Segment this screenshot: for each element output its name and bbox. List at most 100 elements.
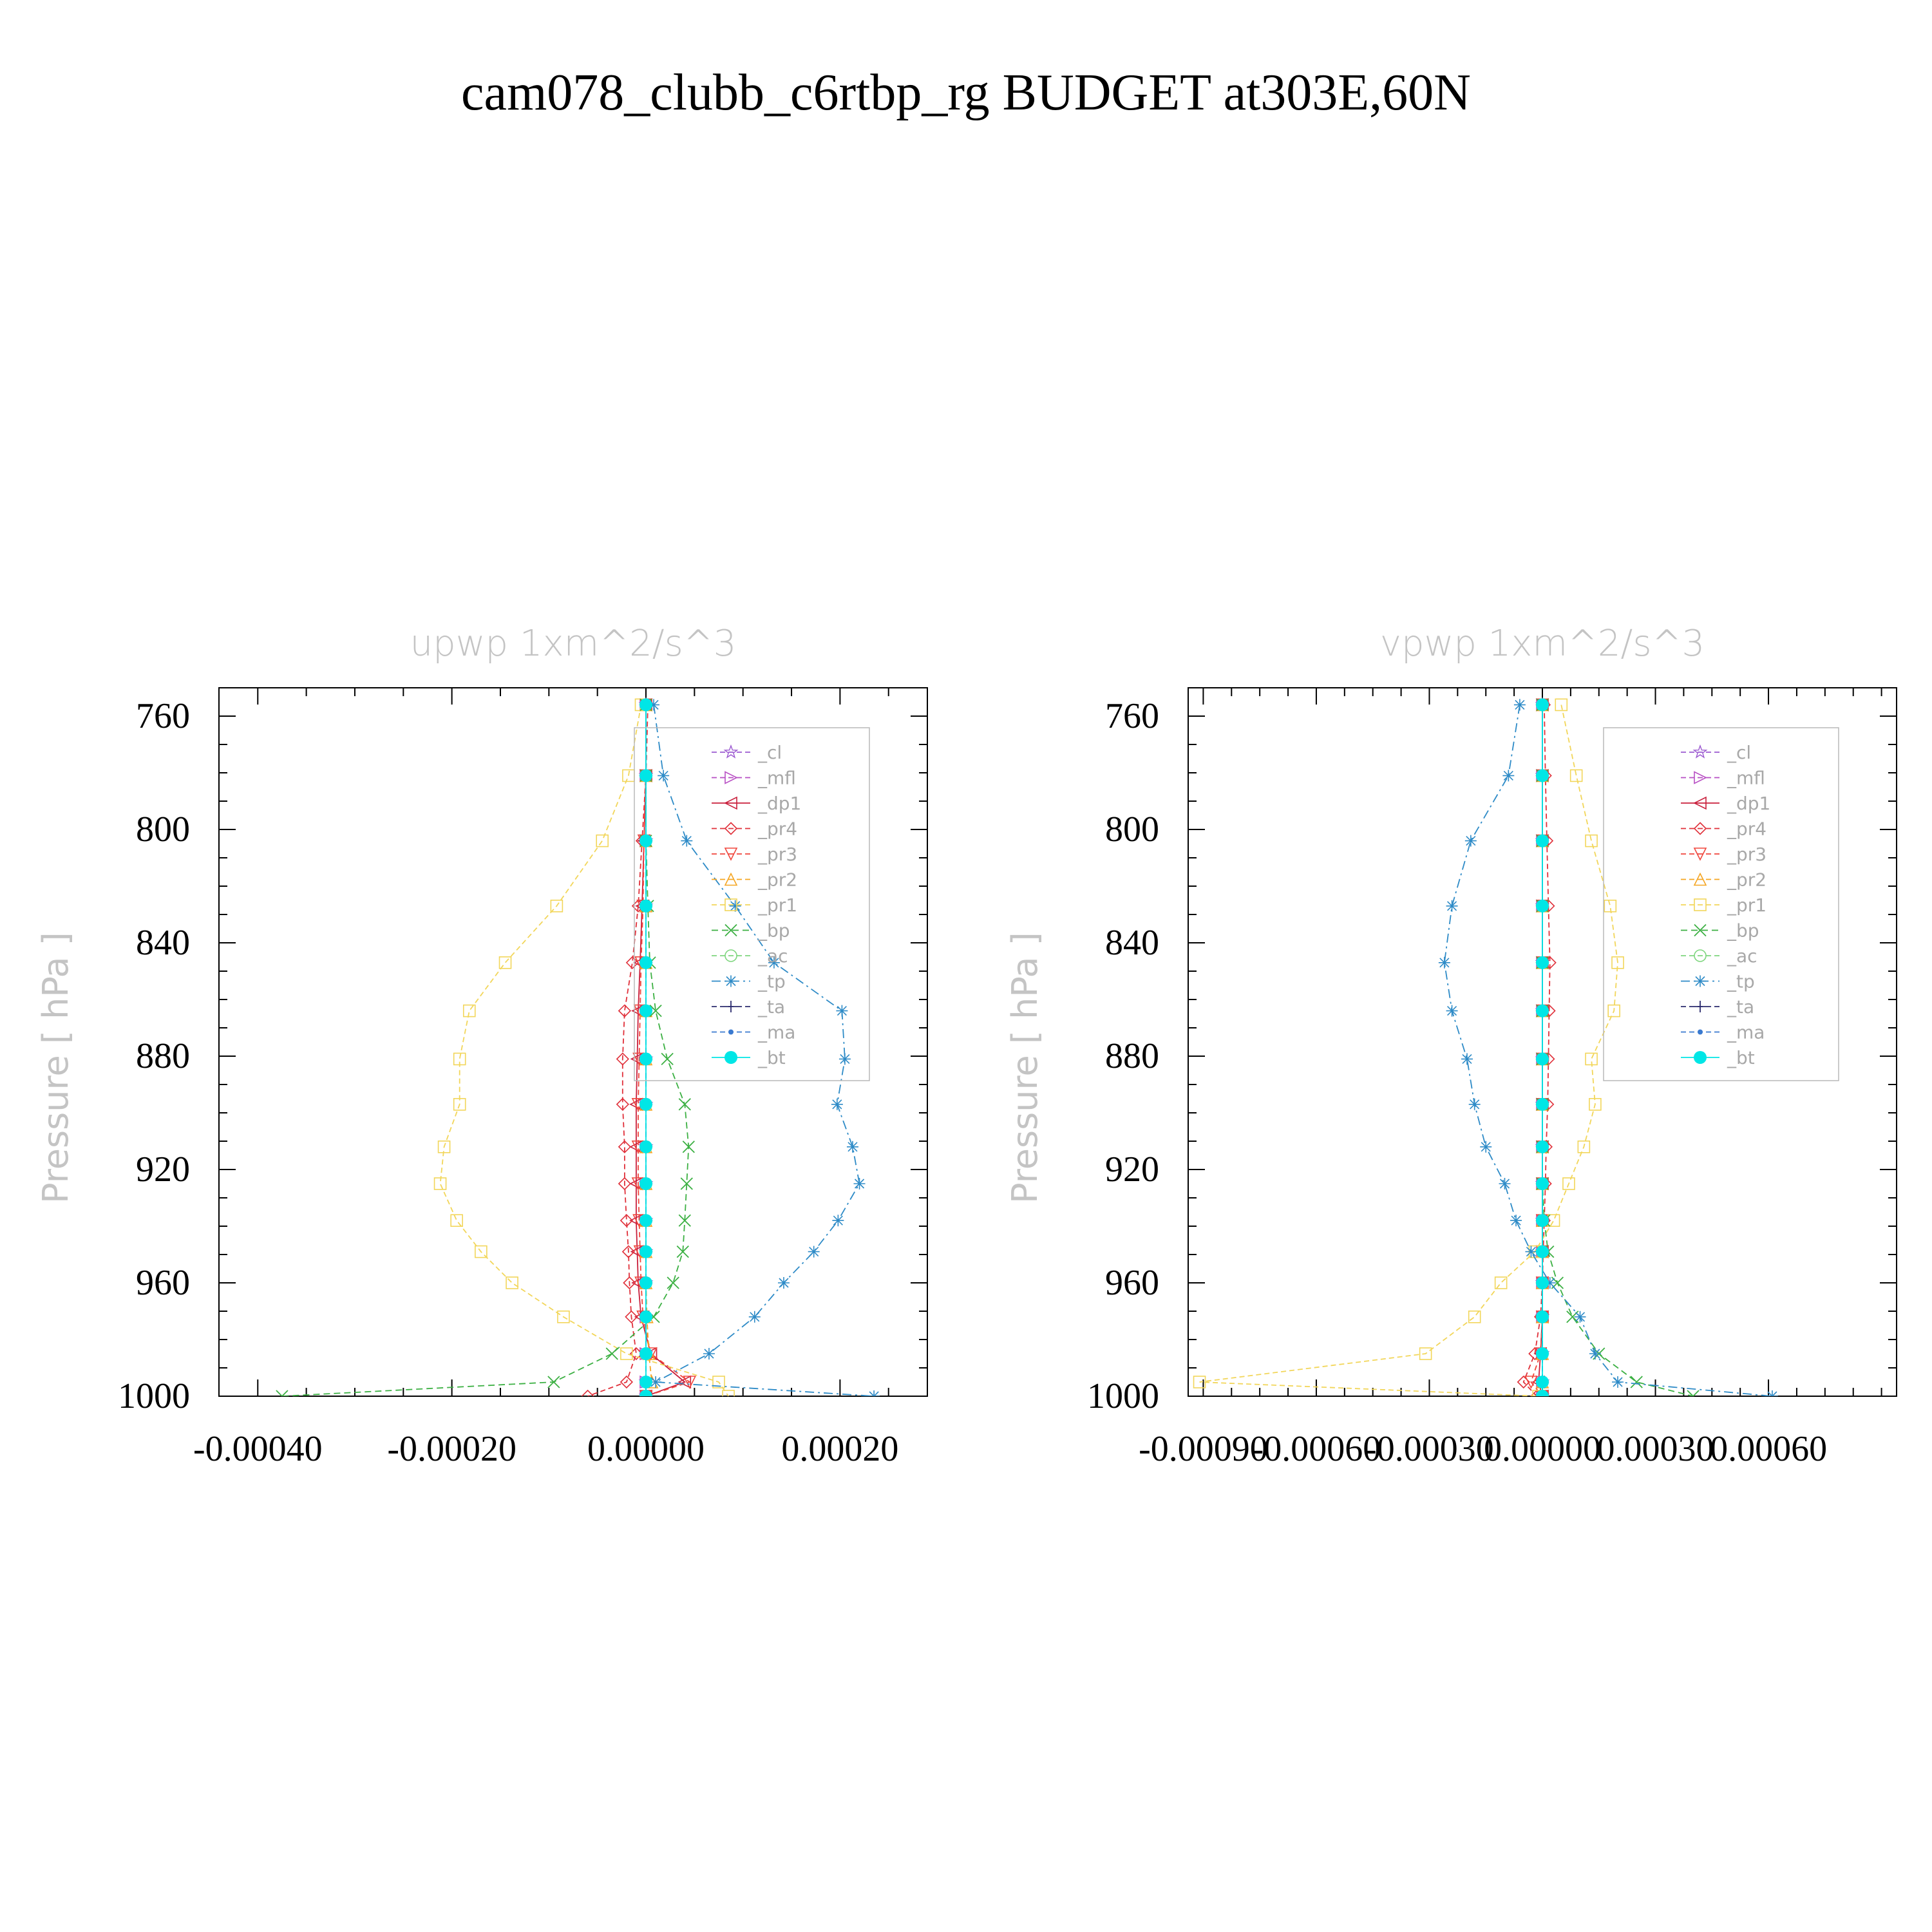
series-line-pr3 xyxy=(638,705,691,1396)
legend-marker-ac xyxy=(724,949,737,962)
data-point-bt xyxy=(1536,1245,1549,1258)
legend-marker-tp xyxy=(725,975,737,987)
data-point-pr4 xyxy=(616,1052,629,1066)
series-line-pr1 xyxy=(1199,705,1618,1396)
data-point-bt xyxy=(1536,698,1549,712)
data-point-tp xyxy=(658,770,670,782)
x-tick-label: 0.00060 xyxy=(1710,1429,1827,1469)
data-point-pr1 xyxy=(1569,769,1583,782)
data-point-tp xyxy=(836,1005,848,1017)
data-point-bt xyxy=(639,899,653,913)
data-point-tp xyxy=(832,1215,844,1227)
series-line-pr4 xyxy=(587,705,649,1396)
legend-box xyxy=(634,727,870,1081)
data-point-pr4 xyxy=(618,1140,631,1153)
data-point-pr1 xyxy=(450,1214,463,1227)
data-point-bt xyxy=(1536,1390,1549,1396)
legend-marker-bp xyxy=(1694,923,1707,937)
series-line-tp xyxy=(653,705,875,1396)
legend-label: _ma xyxy=(1727,1022,1765,1043)
legend-label: _ac xyxy=(1727,945,1757,967)
data-point-bt xyxy=(639,1376,653,1388)
legend-marker-cl xyxy=(723,744,739,759)
panels: upwp 1xm^2/s^3 Pressure [ hPa ] 760 800 840 8… xyxy=(35,623,1897,1469)
x-tick-label: -0.00060 xyxy=(1252,1429,1381,1469)
series-line-pr1 xyxy=(439,705,729,1396)
y-tick-label: 880 xyxy=(136,1036,190,1076)
data-point-bt xyxy=(1536,1177,1549,1190)
x-tick-label: -0.00020 xyxy=(387,1429,516,1469)
data-point-pr1 xyxy=(712,1376,725,1388)
x-tick-label: 0.00000 xyxy=(1484,1429,1601,1469)
data-point-tp xyxy=(1544,1277,1556,1289)
data-point-tp xyxy=(650,1376,662,1388)
data-point-bt xyxy=(1536,1052,1549,1066)
data-point-tp xyxy=(777,1277,790,1289)
legend-marker-pr3 xyxy=(1693,848,1707,861)
x-tick-label: 0.00030 xyxy=(1597,1429,1714,1469)
legend-marker-ma xyxy=(728,1029,734,1035)
data-point-bt xyxy=(639,1140,653,1153)
data-point-pr1 xyxy=(596,834,609,848)
legend-label: _bt xyxy=(757,1047,786,1068)
data-point-tp xyxy=(1612,1376,1624,1388)
data-point-pr1 xyxy=(462,1004,476,1018)
legend-label: _bp xyxy=(1727,920,1759,942)
data-point-bt xyxy=(639,1276,653,1289)
data-point-pr1 xyxy=(1419,1347,1432,1360)
data-point-bt xyxy=(639,698,653,712)
data-point-pr4 xyxy=(620,1375,634,1389)
data-point-tp xyxy=(1446,900,1458,912)
data-point-tp xyxy=(648,699,660,711)
series-line-dp1 xyxy=(636,705,687,1396)
data-point-pr1 xyxy=(1562,1177,1575,1190)
data-point-pr4 xyxy=(625,1310,638,1323)
data-point-pr1 xyxy=(1555,698,1568,712)
data-point-pr1 xyxy=(722,1390,735,1396)
data-point-tp xyxy=(1525,1245,1537,1258)
data-point-pr3 xyxy=(1524,1376,1538,1389)
legend-label: _mfl xyxy=(1727,768,1765,789)
legend-label: _ac xyxy=(757,945,788,967)
legend-marker-pr4 xyxy=(1693,822,1707,835)
plot-frame xyxy=(218,687,928,1397)
data-point-pr1 xyxy=(1468,1311,1481,1323)
legend: _cl _mfl _dp1 _pr4 _pr3 _pr2 _pr1 _bp _ac _tp _ta _… xyxy=(1603,727,1839,1081)
data-point-tp xyxy=(768,956,780,969)
legend-label: _ta xyxy=(1727,996,1754,1018)
data-point-tp xyxy=(1766,1390,1778,1396)
y-tick-label: 880 xyxy=(1105,1036,1159,1076)
data-point-bt xyxy=(639,1097,653,1111)
x-tick-label: 0.00000 xyxy=(587,1429,705,1469)
data-point-pr3 xyxy=(683,1376,697,1389)
data-point-pr1 xyxy=(1589,1098,1602,1111)
legend-marker-dp1 xyxy=(724,796,737,810)
legend-label: _pr3 xyxy=(757,844,797,865)
data-point-tp xyxy=(808,1245,820,1258)
y-tick-label: 920 xyxy=(1105,1150,1159,1189)
data-point-bt xyxy=(1536,1214,1549,1227)
legend-box xyxy=(1603,727,1839,1081)
legend-label: _pr2 xyxy=(757,869,797,891)
y-tick-label: 920 xyxy=(136,1150,190,1189)
x-tick-label: -0.00030 xyxy=(1365,1429,1494,1469)
data-point-pr1 xyxy=(1585,834,1598,848)
legend-label: _pr4 xyxy=(1727,819,1766,840)
data-point-bt xyxy=(639,1214,653,1227)
legend-label: _pr2 xyxy=(1727,869,1766,891)
data-point-tp xyxy=(748,1311,761,1323)
data-point-bt xyxy=(639,1245,653,1258)
legend-marker-pr4 xyxy=(724,822,738,835)
legend-marker-ta xyxy=(725,1001,737,1012)
y-axis-label: Pressure [ hPa ] xyxy=(1005,932,1045,1204)
data-point-bt xyxy=(1536,1310,1549,1323)
legend-label: _pr3 xyxy=(1727,844,1766,865)
data-point-tp xyxy=(1464,835,1477,847)
data-point-tp xyxy=(1574,1311,1586,1323)
data-point-pr1 xyxy=(550,900,564,913)
y-tick-label: 800 xyxy=(1105,810,1159,849)
legend-label: _bt xyxy=(1727,1047,1755,1068)
legend-marker-pr2 xyxy=(1693,872,1707,886)
data-point-bp xyxy=(605,1347,618,1360)
data-point-tp xyxy=(703,1348,715,1359)
